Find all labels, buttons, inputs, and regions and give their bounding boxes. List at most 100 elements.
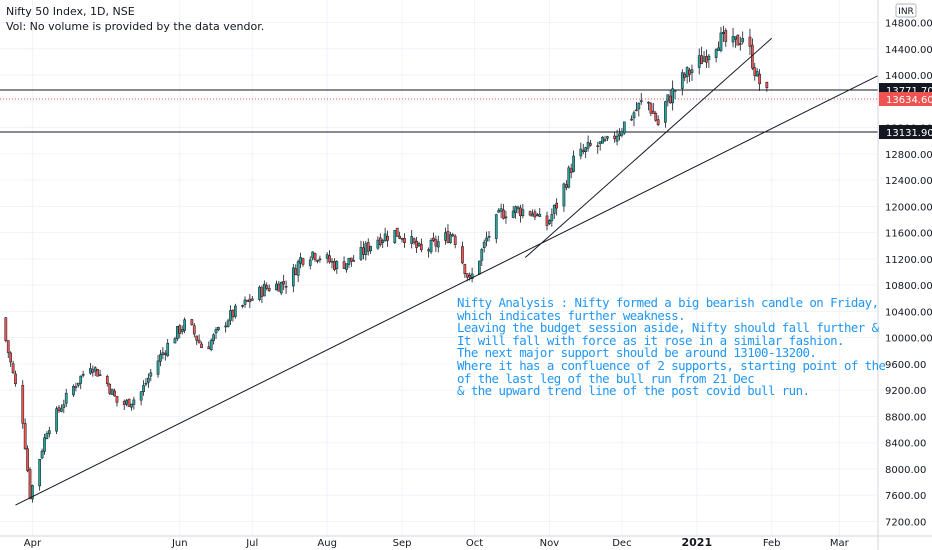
- candle: [60, 404, 63, 413]
- candle: [173, 336, 177, 344]
- candle: [765, 81, 769, 92]
- last-price-box: [879, 92, 932, 107]
- candle-body: [248, 298, 252, 303]
- candle-body: [352, 260, 356, 262]
- candle-body: [671, 88, 674, 104]
- candle: [301, 257, 305, 267]
- trend-line: [15, 75, 879, 506]
- candle: [393, 230, 397, 244]
- annotation-line: & the upward trend line of the post covi…: [457, 383, 810, 399]
- candle-body: [105, 376, 109, 384]
- candle: [618, 128, 621, 141]
- candle: [564, 180, 568, 191]
- y-tick-label: 9600.00: [885, 360, 926, 371]
- level-label-box: [879, 125, 932, 140]
- candle: [127, 398, 131, 407]
- annotation-line: of the last leg of the bull run from 21 …: [457, 370, 755, 386]
- candle: [45, 431, 49, 440]
- candle-body: [613, 135, 617, 140]
- candle-body: [72, 386, 75, 396]
- candle-body: [359, 247, 363, 260]
- currency-badge-label: INR: [898, 7, 914, 17]
- candle-body: [485, 237, 488, 242]
- x-tick-label: Sep: [393, 538, 412, 549]
- candle: [231, 309, 235, 322]
- candle-body: [217, 326, 220, 331]
- candle: [685, 66, 689, 84]
- candle: [156, 354, 160, 378]
- candle: [552, 204, 556, 220]
- candle-body: [567, 167, 571, 188]
- candle-body: [333, 260, 336, 270]
- candle-body: [173, 338, 177, 344]
- x-tick-label: 2021: [681, 536, 712, 549]
- candle: [362, 241, 365, 260]
- candle-body: [688, 69, 691, 75]
- candle-body: [690, 69, 694, 73]
- candle-body: [113, 390, 116, 397]
- candle: [330, 257, 334, 269]
- candle-body: [262, 283, 266, 297]
- candle: [248, 293, 252, 309]
- candle: [296, 259, 300, 282]
- candle: [403, 233, 406, 248]
- y-tick-label: 7600.00: [885, 491, 926, 502]
- candle-body: [147, 377, 150, 383]
- candle: [622, 121, 626, 135]
- candle-body: [178, 325, 182, 334]
- analysis-annotation[interactable]: Nifty Analysis : Nifty formed a big bear…: [457, 296, 886, 399]
- y-tick-label: 8400.00: [885, 439, 926, 450]
- candle: [142, 380, 145, 396]
- candle: [579, 142, 583, 160]
- candle: [519, 204, 522, 223]
- candle: [666, 94, 670, 107]
- candle: [451, 232, 455, 238]
- candle: [183, 317, 186, 334]
- candle: [719, 26, 723, 53]
- candle-body: [748, 36, 752, 47]
- x-tick-label: Dec: [612, 538, 631, 549]
- candle: [246, 299, 249, 302]
- candle-body: [79, 375, 83, 384]
- candle: [161, 347, 165, 360]
- chart-legend: Nifty 50 Index, 1D, NSE Vol: No volume i…: [6, 4, 264, 34]
- candle-body: [308, 259, 312, 266]
- candle-body: [267, 287, 271, 291]
- candle-body: [550, 214, 554, 222]
- candle: [738, 36, 742, 51]
- annotation-line: It will fall with force as it rose in a …: [457, 332, 845, 348]
- candle: [282, 274, 286, 291]
- candle-body: [719, 32, 723, 51]
- candle: [538, 207, 542, 218]
- candle-body: [108, 383, 112, 394]
- candle-body: [366, 242, 370, 252]
- candle-body: [209, 340, 213, 350]
- candle: [615, 129, 619, 146]
- candle-body: [429, 239, 433, 253]
- trend-lines: [15, 37, 879, 506]
- candle-body: [714, 49, 718, 58]
- candle-body: [362, 247, 365, 255]
- candle: [4, 316, 8, 343]
- annotation-line: The next major support should be around …: [457, 345, 817, 361]
- candle: [207, 341, 211, 350]
- symbol-title[interactable]: Nifty 50 Index, 1D, NSE: [6, 5, 135, 18]
- candle-body: [555, 202, 559, 209]
- annotation-line: Leaving the budget session aside, Nifty …: [457, 320, 879, 336]
- candle: [21, 380, 25, 429]
- candle-body: [279, 281, 283, 294]
- candle: [180, 325, 184, 335]
- candle-body: [21, 385, 25, 424]
- candle-body: [637, 102, 641, 110]
- candle: [632, 110, 636, 127]
- candle-body: [702, 56, 706, 62]
- candle: [562, 182, 566, 212]
- candle-body: [282, 281, 286, 285]
- x-tick-label: Apr: [24, 538, 42, 549]
- candle-body: [183, 319, 186, 331]
- candle-body: [243, 299, 247, 305]
- y-tick-label: 8800.00: [885, 412, 926, 423]
- candle: [250, 295, 254, 301]
- candle: [432, 232, 435, 243]
